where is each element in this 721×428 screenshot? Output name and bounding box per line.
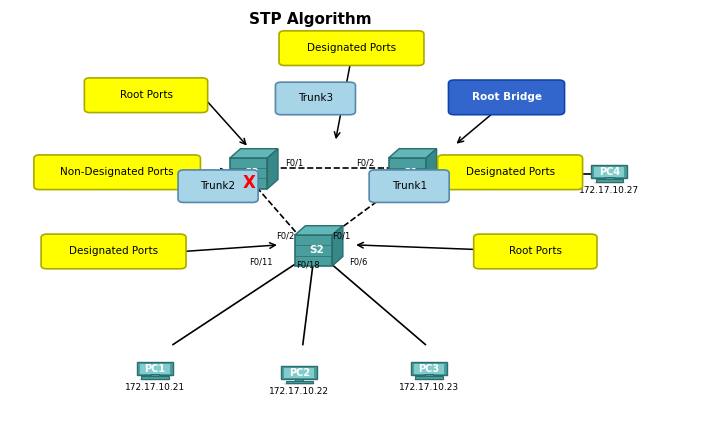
FancyBboxPatch shape: [415, 376, 443, 379]
FancyBboxPatch shape: [605, 178, 614, 180]
FancyBboxPatch shape: [594, 167, 624, 177]
Text: STP Algorithm: STP Algorithm: [249, 12, 371, 27]
Polygon shape: [283, 383, 315, 385]
Text: PC3: PC3: [418, 364, 440, 374]
Text: S3: S3: [244, 168, 260, 178]
Polygon shape: [389, 149, 437, 158]
Text: Root Bridge: Root Bridge: [472, 92, 541, 102]
FancyBboxPatch shape: [369, 170, 449, 202]
Text: 172.17.10.21: 172.17.10.21: [125, 383, 185, 392]
Text: Non-Designated Ports: Non-Designated Ports: [61, 167, 174, 177]
Text: Designated Ports: Designated Ports: [69, 247, 158, 256]
Text: F0/3: F0/3: [438, 158, 456, 167]
FancyBboxPatch shape: [411, 362, 447, 375]
Text: Designated Ports: Designated Ports: [466, 167, 554, 177]
Text: F0/2: F0/2: [223, 176, 242, 185]
FancyBboxPatch shape: [178, 170, 258, 202]
FancyBboxPatch shape: [140, 364, 170, 374]
FancyBboxPatch shape: [84, 78, 208, 113]
FancyBboxPatch shape: [389, 158, 426, 189]
Text: F0/6: F0/6: [349, 257, 368, 267]
Text: F0/2: F0/2: [275, 232, 294, 241]
FancyBboxPatch shape: [295, 235, 332, 266]
Polygon shape: [295, 226, 343, 235]
Polygon shape: [267, 149, 278, 189]
FancyBboxPatch shape: [151, 374, 159, 377]
FancyBboxPatch shape: [137, 362, 173, 375]
Text: PC1: PC1: [144, 364, 166, 374]
Text: Trunk2: Trunk2: [200, 181, 236, 191]
Text: F0/18: F0/18: [296, 261, 319, 270]
Text: 172.17.10.27: 172.17.10.27: [579, 186, 640, 195]
FancyBboxPatch shape: [141, 376, 169, 379]
FancyBboxPatch shape: [438, 155, 583, 190]
Text: F0/2: F0/2: [356, 158, 375, 167]
Text: X: X: [242, 174, 255, 192]
Text: 172.17.10.23: 172.17.10.23: [399, 383, 459, 392]
FancyBboxPatch shape: [284, 368, 314, 378]
Text: F0/1: F0/1: [332, 232, 350, 241]
Polygon shape: [426, 149, 437, 189]
Text: 172.17.10.22: 172.17.10.22: [269, 387, 329, 396]
FancyBboxPatch shape: [41, 234, 186, 269]
Text: F0/1: F0/1: [415, 178, 433, 188]
FancyBboxPatch shape: [295, 379, 304, 381]
Text: S2: S2: [309, 245, 324, 256]
FancyBboxPatch shape: [448, 80, 565, 115]
Text: PC2: PC2: [288, 368, 310, 378]
Text: Trunk1: Trunk1: [392, 181, 427, 191]
FancyBboxPatch shape: [286, 380, 313, 383]
FancyBboxPatch shape: [34, 155, 200, 190]
FancyBboxPatch shape: [275, 82, 355, 115]
FancyBboxPatch shape: [281, 366, 317, 380]
Polygon shape: [413, 379, 445, 380]
Polygon shape: [230, 149, 278, 158]
Text: Root Ports: Root Ports: [120, 90, 172, 100]
Polygon shape: [593, 182, 625, 184]
Text: Designated Ports: Designated Ports: [307, 43, 396, 53]
FancyBboxPatch shape: [414, 364, 444, 374]
FancyBboxPatch shape: [279, 31, 424, 65]
FancyBboxPatch shape: [230, 158, 267, 189]
Text: Root Ports: Root Ports: [509, 247, 562, 256]
FancyBboxPatch shape: [425, 374, 433, 377]
Text: Trunk3: Trunk3: [298, 93, 333, 104]
Text: S1: S1: [403, 168, 418, 178]
FancyBboxPatch shape: [596, 179, 623, 182]
Text: F0/1: F0/1: [285, 158, 304, 167]
Text: PC4: PC4: [598, 167, 620, 177]
Text: F0/11: F0/11: [249, 257, 273, 267]
Polygon shape: [139, 379, 171, 380]
Polygon shape: [332, 226, 343, 266]
FancyBboxPatch shape: [591, 165, 627, 178]
FancyBboxPatch shape: [474, 234, 597, 269]
